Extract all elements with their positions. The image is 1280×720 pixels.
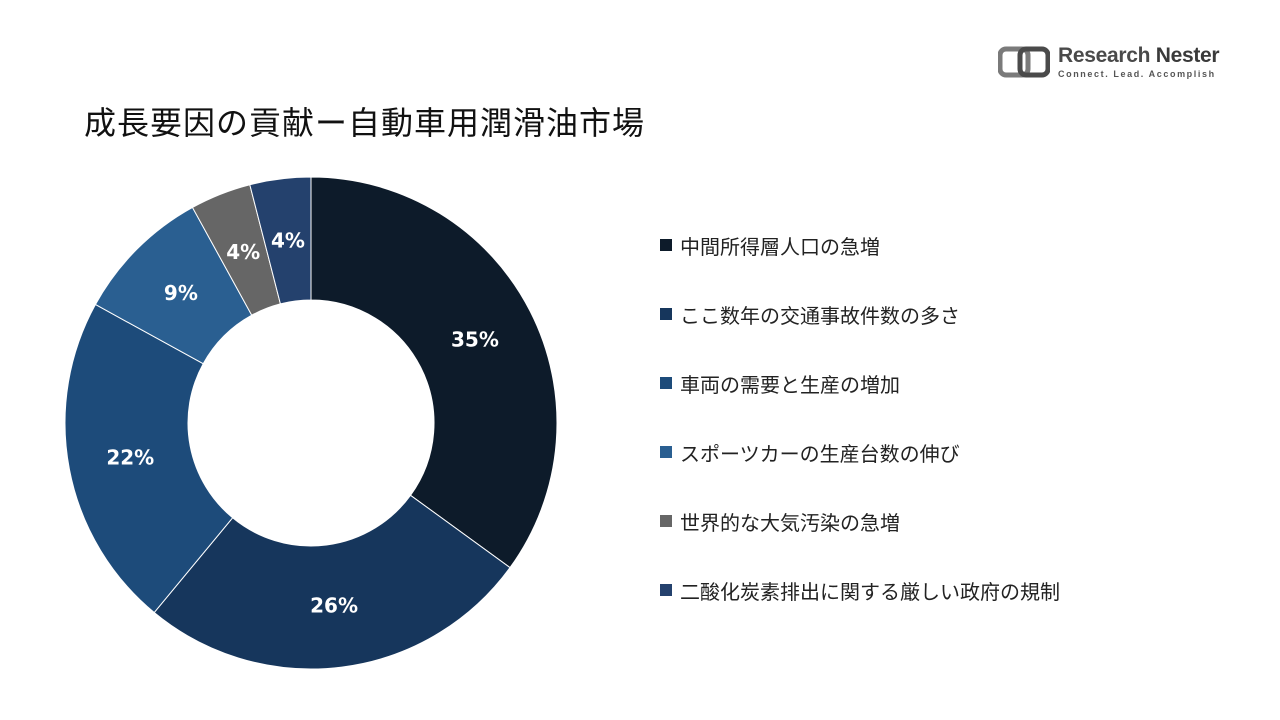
legend-label-2: ここ数年の交通事故件数の多さ <box>680 303 960 328</box>
donut-chart: 35% 26% 22% 9% 4% 4% <box>64 176 558 670</box>
donut-slice-labels: 35% 26% 22% 9% 4% 4% <box>106 228 499 617</box>
logo-tagline: Connect. Lead. Accomplish <box>1058 69 1216 79</box>
slice-label-5: 4% <box>226 240 260 264</box>
legend-item-4: スポーツカーの生産台数の伸び <box>660 437 960 467</box>
slice-label-6: 4% <box>271 228 305 252</box>
legend-swatch-4 <box>660 446 672 458</box>
donut-slice-3 <box>64 303 234 614</box>
legend-swatch-6 <box>660 584 672 596</box>
donut-slice-2 <box>153 494 511 670</box>
legend-label-5: 世界的な大気汚染の急増 <box>680 510 900 535</box>
research-nester-logo: Research Nester Connect. Lead. Accomplis… <box>998 44 1228 84</box>
slice-label-3: 22% <box>106 445 154 469</box>
slice-label-2: 26% <box>310 594 358 618</box>
page-title: 成長要因の貢献ー自動車用潤滑油市場 <box>84 104 646 142</box>
logo-mark-icon <box>998 46 1050 78</box>
logo-name: Research Nester <box>1058 44 1220 68</box>
legend-item-5: 世界的な大気汚染の急増 <box>660 506 900 536</box>
legend-swatch-5 <box>660 515 672 527</box>
legend-label-3: 車両の需要と生産の増加 <box>680 372 900 397</box>
legend-item-2: ここ数年の交通事故件数の多さ <box>660 299 960 329</box>
slice-label-1: 35% <box>451 327 499 351</box>
legend-item-1: 中間所得層人口の急増 <box>660 230 880 260</box>
logo-name-nester: Nester <box>1155 44 1220 67</box>
donut-slices <box>64 176 558 670</box>
legend-label-1: 中間所得層人口の急増 <box>680 234 880 259</box>
legend-item-3: 車両の需要と生産の増加 <box>660 368 900 398</box>
donut-slice-1 <box>310 176 558 569</box>
donut-slice-6 <box>249 176 312 305</box>
legend-label-4: スポーツカーの生産台数の伸び <box>680 441 960 466</box>
slice-label-4: 9% <box>164 281 198 305</box>
legend-swatch-1 <box>660 239 672 251</box>
legend-swatch-3 <box>660 377 672 389</box>
legend-label-6: 二酸化炭素排出に関する厳しい政府の規制 <box>680 579 1060 604</box>
logo-name-research: Research <box>1058 44 1151 67</box>
legend-item-6: 二酸化炭素排出に関する厳しい政府の規制 <box>660 575 1060 605</box>
legend-swatch-2 <box>660 308 672 320</box>
